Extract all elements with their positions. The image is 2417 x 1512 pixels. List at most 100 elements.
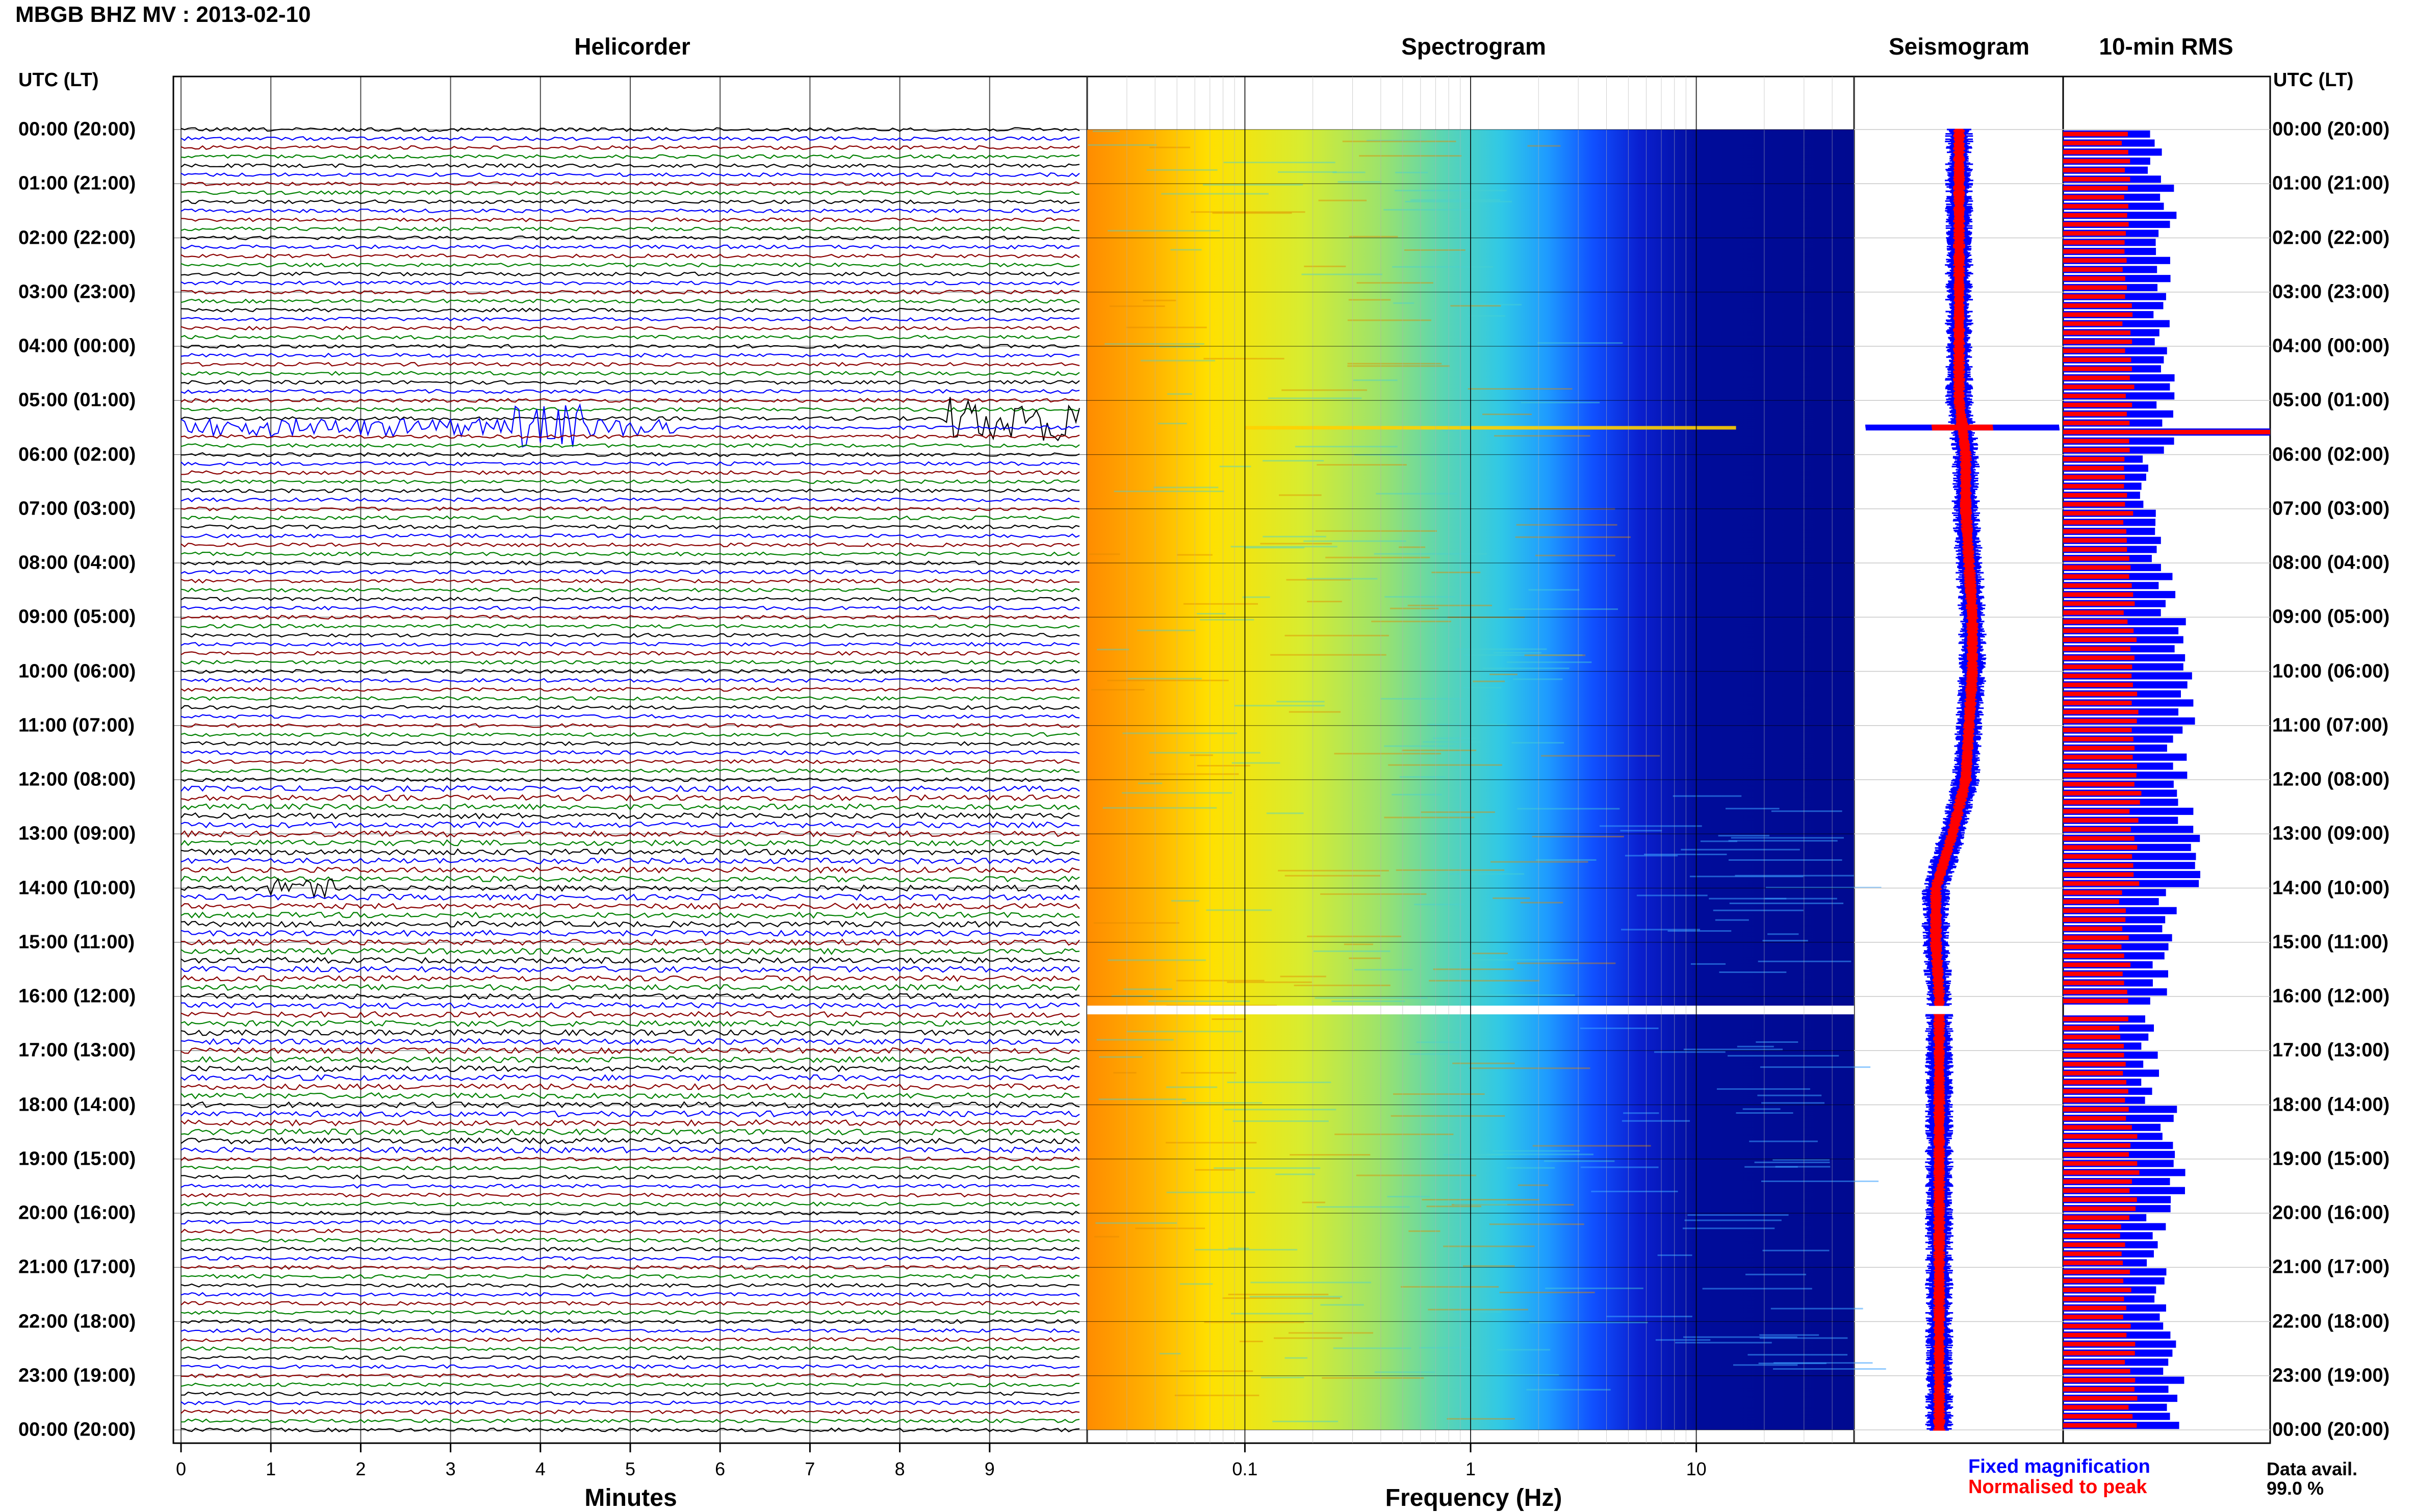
rms-bar-normalised (2063, 935, 2129, 940)
helicorder-trace-row (181, 1201, 1080, 1207)
helicorder-trace-row (181, 632, 1080, 638)
rms-bar-normalised (2063, 1035, 2121, 1040)
time-label-left-11: 11:00 (07:00) (18, 714, 135, 736)
spectrogram-streak (1431, 572, 1481, 574)
time-label-left-4: 04:00 (00:00) (18, 335, 136, 357)
rms-bar-normalised (2063, 1188, 2130, 1193)
spectrogram-streak (1180, 1072, 1237, 1074)
helicorder-trace-row (181, 678, 1080, 683)
spectrogram-streak (1332, 171, 1366, 173)
time-label-right-6: 06:00 (02:00) (2272, 444, 2390, 465)
spectrogram-streak (1342, 140, 1456, 142)
helicorder-tick-9: 9 (984, 1458, 995, 1479)
helicorder-trace-row (181, 389, 1080, 394)
time-label-right-17: 17:00 (13:00) (2272, 1039, 2390, 1061)
spectrogram-streak (1426, 1206, 1482, 1208)
helicorder-trace-row (181, 181, 1080, 187)
spectrogram-streak (1284, 634, 1389, 636)
rms-bar-normalised (2063, 664, 2132, 670)
spectrogram-streak (1700, 840, 1737, 842)
helicorder-trace-row (181, 839, 1080, 847)
helicorder-trace-row (181, 244, 1080, 250)
spectrogram-streak (1544, 1160, 1615, 1162)
rms-bar-normalised (2063, 1260, 2123, 1265)
helicorder-trace-row (181, 1328, 1080, 1334)
spectrogram-streak (1104, 343, 1204, 345)
spectrogram-streak (1197, 765, 1250, 767)
helicorder-trace-row (181, 1292, 1080, 1297)
spectrogram-streak (1515, 536, 1631, 538)
time-label-left-24: 00:00 (20:00) (18, 1419, 136, 1441)
spectrogram-streak (1545, 1287, 1643, 1289)
helicorder-tick-5: 5 (625, 1458, 636, 1479)
spectrogram-tick-1: 1 (1465, 1458, 1476, 1479)
spectrogram-streak (1108, 229, 1220, 232)
helicorder-trace-row (181, 930, 1080, 937)
rms-bar-normalised (2063, 1233, 2120, 1238)
spectrogram-streak (1421, 811, 1495, 813)
spectrogram-streak (1449, 873, 1525, 875)
spectrogram-streak (1473, 680, 1505, 682)
spectrogram-streak (1482, 668, 1570, 670)
spectrogram-streak (1623, 1112, 1659, 1114)
spectrogram-streak (1266, 812, 1304, 814)
helicorder-trace-row (181, 732, 1080, 737)
rms-bar-normalised (2063, 836, 2135, 841)
rms-bar-normalised (2063, 258, 2127, 263)
time-label-right-3: 03:00 (23:00) (2272, 281, 2390, 303)
spectrogram-streak (1390, 607, 1439, 609)
spectrogram-streak (1166, 1086, 1218, 1088)
helicorder-trace-row (181, 506, 1080, 511)
spectrogram-streak (1400, 1286, 1499, 1288)
time-label-right-15: 15:00 (11:00) (2272, 931, 2389, 953)
rms-bar-normalised (2063, 132, 2128, 137)
spectrogram-streak (1249, 1296, 1343, 1298)
spectrogram-streak (1673, 795, 1742, 797)
spectrogram-streak (1203, 184, 1303, 186)
spectrogram-streak (1126, 1031, 1243, 1033)
spectrogram-streak (1384, 816, 1475, 818)
helicorder-trace-row (181, 397, 1081, 442)
spectrogram-streak (1102, 807, 1217, 809)
spectrogram-streak (1771, 810, 1842, 812)
spectrogram-streak (1344, 943, 1373, 945)
rms-bar-normalised (2063, 321, 2123, 326)
rms-bar-normalised (2063, 1342, 2136, 1347)
spectrogram-streak (1762, 940, 1808, 942)
helicorder-trace-row (181, 669, 1080, 674)
spectrogram-streak (1315, 997, 1428, 999)
time-label-right-12: 12:00 (08:00) (2272, 768, 2390, 790)
spectrogram-streak (1759, 1334, 1819, 1336)
spectrogram-streak (1176, 980, 1265, 982)
spectrogram-streak (1745, 1273, 1806, 1275)
helicorder-trace-row (181, 660, 1080, 665)
rms-bar-normalised (2063, 1062, 2126, 1067)
rms-bar-normalised (2063, 981, 2124, 985)
spectrogram-streak (1126, 326, 1207, 328)
spectrogram-streak (1320, 893, 1427, 895)
rms-bar-normalised (2063, 809, 2130, 814)
rms-bar-normalised (2063, 971, 2123, 977)
helicorder-trace-row (181, 696, 1080, 701)
spectrogram-streak (1464, 654, 1583, 656)
helicorder-trace-row (181, 1192, 1080, 1198)
helicorder-trace-row (181, 461, 1080, 466)
spectrogram-streak (1322, 1377, 1424, 1379)
rms-bar-normalised (2063, 646, 2130, 651)
spectrogram-streak (1770, 1308, 1863, 1310)
helicorder-trace-row (181, 434, 1080, 439)
spectrogram-streak (1599, 825, 1702, 827)
data-availability-label: Data avail. (2267, 1458, 2358, 1479)
time-label-left-2: 02:00 (22:00) (18, 227, 136, 248)
spectrogram-streak (1387, 1196, 1430, 1198)
rms-bar-normalised (2063, 1116, 2126, 1121)
rms-bar-normalised (2063, 375, 2130, 380)
spectrogram-streak (1347, 363, 1442, 365)
spectrogram-streak (1146, 169, 1218, 171)
rms-bar-normalised (2063, 926, 2123, 931)
rms-bar-normalised (2063, 800, 2140, 805)
spectrogram-streak (1230, 1313, 1313, 1315)
spectrogram-streak (1295, 446, 1398, 448)
helicorder-trace-row (181, 298, 1080, 304)
spectrogram-streak (1756, 1041, 1798, 1043)
